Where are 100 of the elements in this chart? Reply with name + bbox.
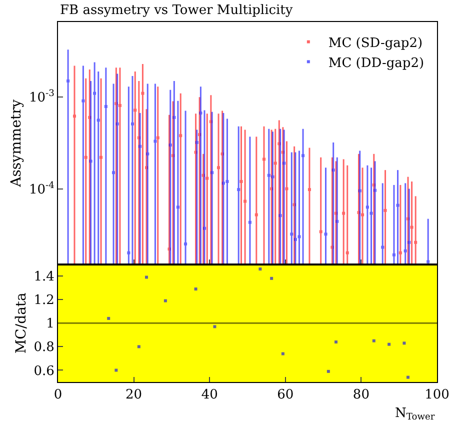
point [210, 171, 214, 174]
point [374, 188, 377, 192]
point [104, 105, 108, 108]
point [194, 288, 198, 290]
y-tick-label: 1 [46, 316, 54, 332]
x-tick-label: 20 [126, 388, 142, 403]
point [404, 249, 407, 252]
point [114, 368, 118, 372]
y-tick-label: 0.8 [34, 340, 54, 356]
point [84, 156, 88, 159]
point [361, 213, 364, 216]
chart-title: FB assymetry vs Tower Multiplicity [60, 3, 294, 18]
point [342, 212, 346, 215]
point [213, 325, 216, 328]
point [258, 267, 262, 270]
point [116, 122, 119, 126]
point [141, 92, 144, 95]
point [298, 235, 301, 238]
legend-label: MC (DD-gap2) [328, 56, 424, 71]
point [396, 204, 400, 207]
point [195, 140, 198, 144]
point [130, 122, 134, 126]
y-axis-title: MC/data [13, 292, 30, 354]
point [248, 220, 252, 224]
point [240, 180, 243, 184]
point [410, 226, 414, 229]
x-tick-label: 0 [54, 388, 62, 403]
point [402, 342, 406, 345]
point [392, 253, 396, 256]
point [138, 144, 142, 148]
point [414, 240, 418, 244]
point [336, 220, 339, 223]
point [388, 342, 391, 346]
point [332, 168, 335, 172]
x-tick-label: 100 [424, 388, 450, 403]
point [237, 188, 240, 192]
point [408, 240, 411, 244]
point [398, 251, 402, 254]
point [294, 238, 297, 241]
point [358, 189, 362, 192]
point [426, 260, 430, 264]
point [281, 352, 284, 356]
point [93, 92, 96, 95]
point [134, 108, 137, 112]
point [285, 187, 288, 190]
point [406, 376, 410, 379]
point [179, 134, 182, 138]
point [137, 345, 140, 348]
point [127, 251, 130, 254]
point [172, 116, 176, 119]
point [206, 176, 209, 180]
point [176, 206, 180, 209]
point [384, 208, 387, 212]
point [372, 339, 376, 342]
point [270, 276, 274, 280]
x-tick-label: 80 [352, 388, 370, 403]
point [324, 232, 328, 236]
point [308, 188, 311, 192]
point [302, 154, 305, 158]
point [381, 246, 384, 249]
point [184, 242, 188, 246]
point [370, 212, 373, 215]
point [254, 213, 258, 216]
point [290, 232, 294, 236]
legend-label: MC (SD-gap2) [328, 36, 423, 51]
point [164, 299, 167, 302]
y-tick-label: 10$^{-4}$ [28, 180, 55, 198]
point [262, 158, 266, 161]
point [118, 104, 122, 107]
point [82, 99, 85, 102]
point [154, 140, 157, 143]
point [244, 200, 247, 203]
point [202, 226, 206, 230]
point [112, 171, 116, 174]
point [274, 162, 277, 165]
point [226, 180, 229, 184]
point [89, 160, 92, 163]
point [145, 276, 148, 279]
point [346, 251, 349, 254]
y-tick-label: 1.2 [34, 293, 54, 308]
point [366, 206, 369, 209]
point [271, 175, 274, 178]
point [156, 136, 160, 140]
point [199, 112, 202, 115]
y-tick-label: 10$^{-3}$ [28, 89, 55, 106]
y-tick-label: 1.4 [34, 270, 54, 285]
y-axis-title: Assymmetry [8, 99, 25, 188]
point [282, 162, 286, 165]
point [326, 370, 330, 373]
point [107, 316, 110, 320]
point [96, 118, 100, 122]
x-axis-title: N$_{Tower}$ [395, 406, 436, 422]
point [267, 174, 270, 177]
point [100, 156, 103, 159]
point [72, 114, 76, 118]
point [278, 214, 282, 218]
point [222, 182, 225, 185]
point [168, 144, 172, 147]
point [319, 230, 322, 234]
y-tick-label: 0.6 [34, 364, 54, 379]
